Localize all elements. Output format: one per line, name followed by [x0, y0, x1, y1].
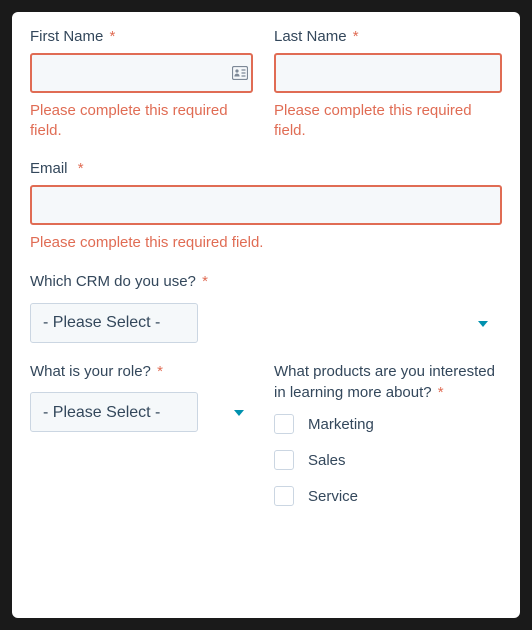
role-label: What is your role? * [30, 361, 258, 383]
last-name-field: Last Name * Please complete this require… [274, 28, 502, 142]
required-asterisk: * [202, 273, 208, 290]
chevron-down-icon [478, 314, 488, 332]
marketing-label: Marketing [308, 416, 374, 433]
email-field: Email * Please complete this required fi… [30, 160, 502, 253]
first-name-input-wrap [30, 53, 258, 93]
checkbox-row-service: Service [274, 486, 502, 506]
checkbox-row-sales: Sales [274, 450, 502, 470]
required-asterisk: * [78, 160, 84, 177]
role-select-wrap: - Please Select - [30, 392, 258, 432]
required-asterisk: * [157, 363, 163, 380]
crm-label: Which CRM do you use? * [30, 271, 502, 293]
role-label-text: What is your role? [30, 363, 151, 380]
chevron-down-icon [234, 403, 244, 421]
required-asterisk: * [110, 28, 116, 45]
service-label: Service [308, 488, 358, 505]
sales-label: Sales [308, 452, 346, 469]
first-name-error: Please complete this required field. [30, 101, 258, 142]
products-label: What products are you interested in lear… [274, 361, 502, 405]
crm-field: Which CRM do you use? * - Please Select … [30, 271, 502, 343]
name-row: First Name * Please complete this requ [30, 28, 502, 142]
first-name-label: First Name * [30, 28, 258, 45]
role-select[interactable]: - Please Select - [30, 392, 198, 432]
products-label-text: What products are you interested in lear… [274, 363, 495, 402]
last-name-input[interactable] [274, 53, 502, 93]
form-container: First Name * Please complete this requ [12, 12, 520, 618]
first-name-label-text: First Name [30, 28, 103, 45]
email-error: Please complete this required field. [30, 233, 502, 253]
sales-checkbox[interactable] [274, 450, 294, 470]
crm-select[interactable]: - Please Select - [30, 303, 198, 343]
required-asterisk: * [438, 384, 444, 401]
email-label: Email * [30, 160, 502, 177]
products-field: What products are you interested in lear… [274, 361, 502, 523]
required-asterisk: * [353, 28, 359, 45]
crm-select-wrap: - Please Select - [30, 303, 502, 343]
checkbox-row-marketing: Marketing [274, 414, 502, 434]
last-name-label: Last Name * [274, 28, 502, 45]
email-input[interactable] [30, 185, 502, 225]
crm-label-text: Which CRM do you use? [30, 273, 196, 290]
email-label-text: Email [30, 160, 68, 177]
service-checkbox[interactable] [274, 486, 294, 506]
role-field: What is your role? * - Please Select - [30, 361, 258, 523]
last-name-label-text: Last Name [274, 28, 347, 45]
first-name-input[interactable] [30, 53, 253, 93]
role-products-row: What is your role? * - Please Select - W… [30, 361, 502, 523]
first-name-field: First Name * Please complete this requ [30, 28, 258, 142]
last-name-error: Please complete this required field. [274, 101, 502, 142]
marketing-checkbox[interactable] [274, 414, 294, 434]
